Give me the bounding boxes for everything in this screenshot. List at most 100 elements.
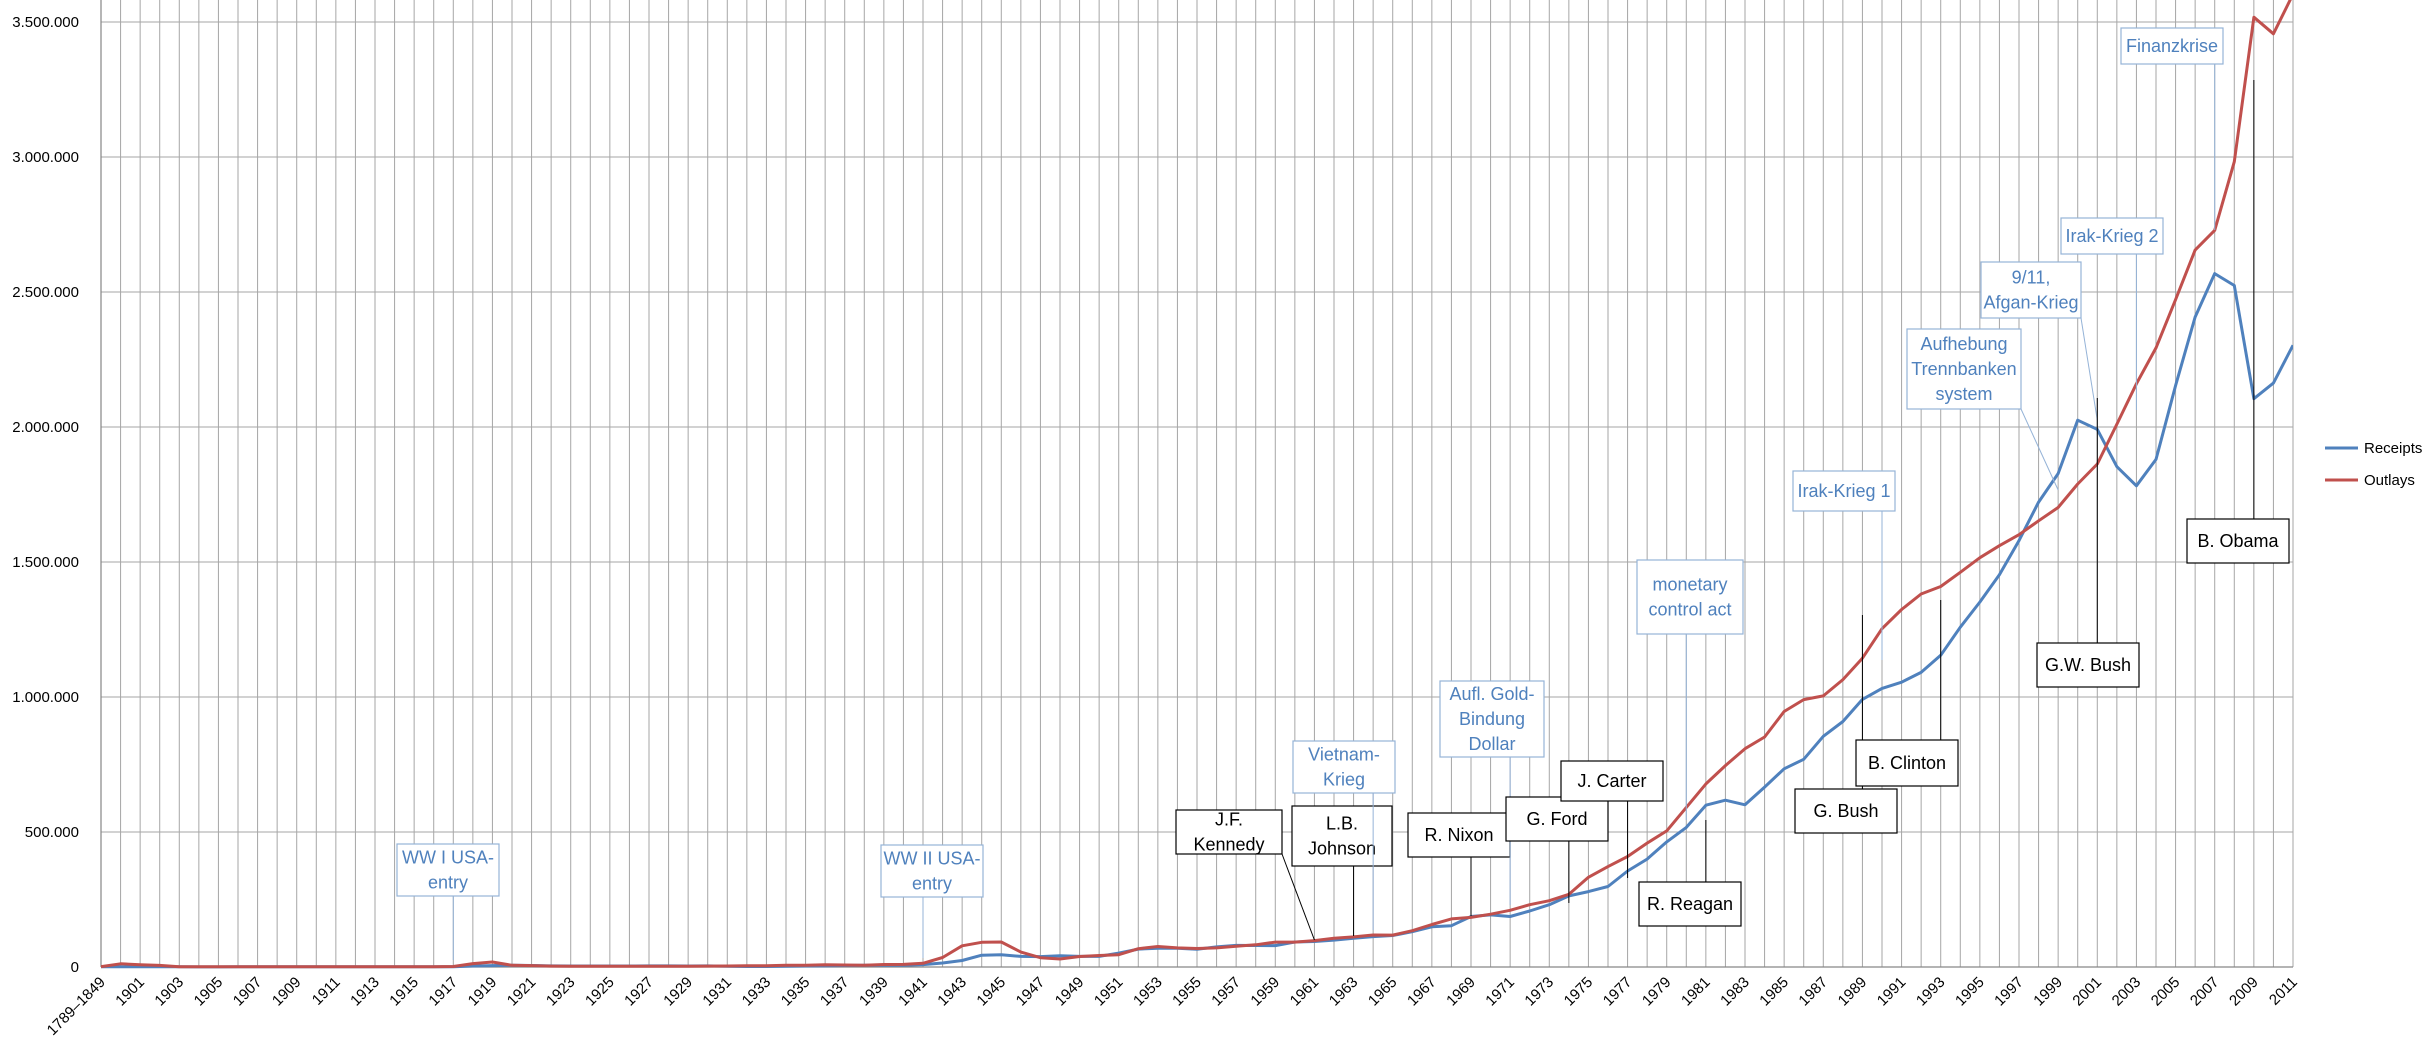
annotation-label: Dollar xyxy=(1468,734,1515,754)
x-tick-label: 1963 xyxy=(1326,974,1362,1010)
x-tick-label: 1967 xyxy=(1404,974,1440,1010)
x-tick-label: 1975 xyxy=(1561,974,1597,1010)
series-line-outlays xyxy=(101,0,2292,969)
annotation-label: R. Nixon xyxy=(1424,825,1493,845)
annotation-box xyxy=(1292,740,1396,794)
annotation-jfk: J.F. Kennedy xyxy=(1175,809,1315,941)
x-tick-label: 1903 xyxy=(151,974,187,1010)
annotation-box xyxy=(1291,805,1393,867)
annotation-label: Irak-Krieg 1 xyxy=(1797,481,1890,501)
annotation-label: monetary xyxy=(1652,575,1727,595)
annotation-label: system xyxy=(1935,384,1992,404)
annotation-box xyxy=(1505,796,1609,842)
annotation-label: G.W. Bush xyxy=(2045,655,2131,675)
annotation-pointer xyxy=(2080,317,2098,421)
annotation-label: Vietnam- xyxy=(1308,745,1380,765)
x-tick-label: 1957 xyxy=(1208,974,1244,1010)
x-tick-label: 1937 xyxy=(817,974,853,1010)
x-tick-label: 1901 xyxy=(112,974,148,1010)
annotation-box xyxy=(1638,881,1742,927)
annotation-pointer xyxy=(2020,408,2059,491)
x-tick-label: 1985 xyxy=(1756,974,1792,1010)
x-tick-label: 2011 xyxy=(2266,974,2301,1009)
annotation-gold: Aufl. Gold- Bindung Dollar xyxy=(1439,680,1545,905)
y-tick-label: 0 xyxy=(71,959,79,976)
annotation-box xyxy=(396,843,500,897)
annotation-label: 9/11, xyxy=(2012,268,2051,288)
annotation-box xyxy=(1980,261,2082,319)
y-tick-label: 2.500.000 xyxy=(12,284,79,301)
x-tick-label: 1981 xyxy=(1678,974,1714,1010)
annotation-ww2: WW II USA-entry xyxy=(880,844,984,958)
x-tick-label: 1949 xyxy=(1052,974,1088,1010)
annotation-box xyxy=(1906,328,2022,410)
annotation-box xyxy=(1439,680,1545,758)
gridlines: 0 500.000 1.000.000 1.500.000 2.000.000 2.500… xyxy=(12,0,2294,976)
annotation-box xyxy=(1855,739,1959,787)
annotation-label: Krieg xyxy=(1323,770,1365,790)
legend-label-outlays: Outlays xyxy=(2364,472,2415,489)
x-tick-label: 1929 xyxy=(660,974,696,1010)
x-tick-label: 1991 xyxy=(1874,974,1910,1010)
annotation-nine11: 9/11, Afgan-Krieg xyxy=(1980,261,2098,421)
annotation-monetary: monetary control act xyxy=(1636,559,1744,820)
x-tick-label: 2005 xyxy=(2148,974,2184,1010)
x-tick-label: 1919 xyxy=(465,974,501,1010)
x-tick-label: 1961 xyxy=(1287,974,1323,1010)
x-tick-label: 1989 xyxy=(1835,974,1871,1010)
x-tick-label: 1945 xyxy=(973,974,1009,1010)
x-tick-label: 1969 xyxy=(1443,974,1479,1010)
y-tick-label: 1.500.000 xyxy=(12,554,79,571)
x-tick-label: 1999 xyxy=(2030,974,2066,1010)
annotation-aufhebung: Aufhebung Trennbanken system xyxy=(1906,328,2059,491)
annotation-label: Aufhebung xyxy=(1920,334,2007,354)
annotation-label: Finanzkrise xyxy=(2126,36,2218,56)
x-tick-label: 2003 xyxy=(2109,974,2145,1010)
annotation-reagan: R. Reagan xyxy=(1638,820,1742,927)
annotation-box xyxy=(1794,788,1898,834)
annotation-label: entry xyxy=(428,873,468,893)
x-tick-label: 1917 xyxy=(425,974,461,1010)
annotation-label: Johnson xyxy=(1308,839,1376,859)
annotation-label: Trennbanken xyxy=(1911,359,2016,379)
annotation-ford: G. Ford xyxy=(1505,796,1609,903)
annotation-label: G. Bush xyxy=(1813,801,1878,821)
legend: Receipts Outlays xyxy=(2325,440,2422,489)
x-tick-label: 1789–1849 xyxy=(44,974,109,1039)
x-tick-label: 2001 xyxy=(2069,974,2105,1010)
annotation-pointer xyxy=(1281,853,1315,941)
x-tick-label: 1943 xyxy=(934,974,970,1010)
annotation-box xyxy=(2036,642,2140,688)
x-tick-labels: 1789–1849 1901 1903 1905 1907 1909 1911 1913 191… xyxy=(44,974,2301,1039)
x-tick-label: 1987 xyxy=(1795,974,1831,1010)
x-tick-label: 1907 xyxy=(230,974,266,1010)
y-tick-label: 2.000.000 xyxy=(12,419,79,436)
x-tick-label: 1997 xyxy=(1991,974,2027,1010)
annotation-box xyxy=(2060,217,2164,255)
annotation-label: R. Reagan xyxy=(1647,894,1733,914)
x-tick-label: 1953 xyxy=(1130,974,1166,1010)
x-tick-label: 1947 xyxy=(1013,974,1049,1010)
x-tick-label: 1935 xyxy=(778,974,814,1010)
annotation-box xyxy=(1792,470,1896,512)
annotation-carter: J. Carter xyxy=(1560,760,1664,878)
annotation-box xyxy=(2186,518,2290,564)
x-tick-label: 1933 xyxy=(739,974,775,1010)
annotation-gwbush: G.W. Bush xyxy=(2036,398,2140,688)
annotation-label: B. Clinton xyxy=(1868,753,1946,773)
x-tick-label: 1965 xyxy=(1365,974,1401,1010)
annotation-label: control act xyxy=(1648,600,1731,620)
x-tick-label: 1993 xyxy=(1913,974,1949,1010)
annotation-lbj: L.B. Johnson xyxy=(1291,805,1393,936)
annotation-obama: B. Obama xyxy=(2186,80,2290,564)
annotation-label: Kennedy xyxy=(1193,835,1264,855)
y-tick-label: 500.000 xyxy=(25,824,79,841)
annotation-label: L.B. xyxy=(1326,814,1358,834)
x-tick-label: 2007 xyxy=(2187,974,2223,1010)
annotation-gbush: G. Bush xyxy=(1794,615,1898,834)
x-tick-label: 1923 xyxy=(543,974,579,1010)
x-tick-label: 1955 xyxy=(1169,974,1205,1010)
